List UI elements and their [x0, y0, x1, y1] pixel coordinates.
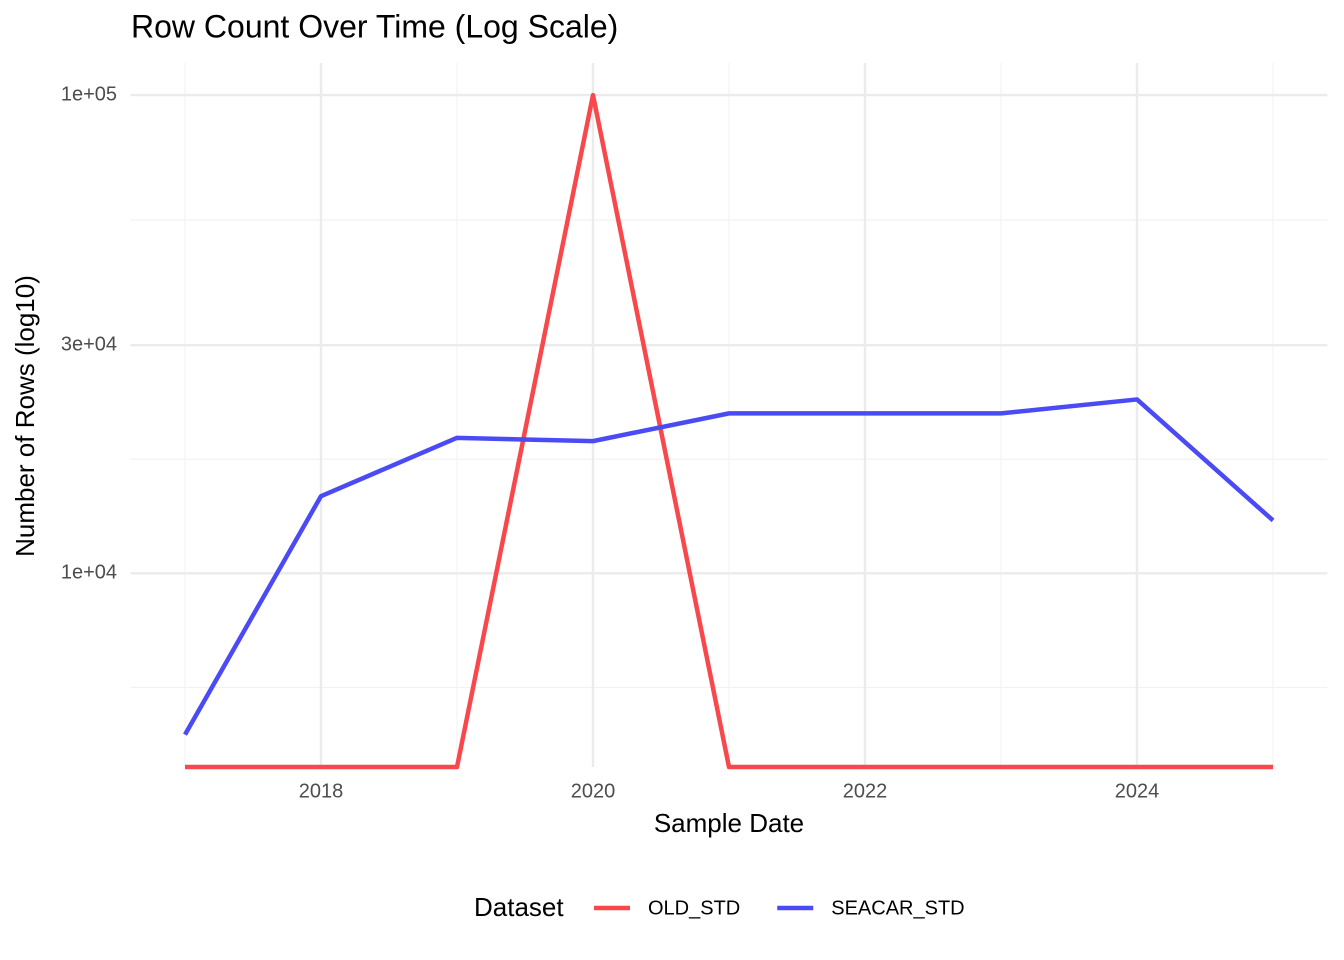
x-tick-label: 2018	[299, 780, 344, 802]
x-tick-label: 2020	[571, 780, 616, 802]
x-tick-label: 2022	[843, 780, 888, 802]
legend-title: Dataset	[474, 892, 564, 922]
x-axis-title: Sample Date	[654, 808, 804, 838]
y-tick-label: 1e+05	[61, 83, 117, 105]
legend-label: SEACAR_STD	[831, 897, 964, 919]
y-tick-label: 3e+04	[61, 333, 117, 355]
chart-title: Row Count Over Time (Log Scale)	[131, 8, 618, 44]
y-tick-label: 1e+04	[61, 562, 117, 584]
series-line	[185, 92, 1273, 770]
legend-label: OLD_STD	[648, 897, 740, 919]
series-line	[183, 397, 1275, 736]
y-axis-title: Number of Rows (log10)	[10, 275, 40, 557]
x-tick-label: 2024	[1115, 780, 1160, 802]
